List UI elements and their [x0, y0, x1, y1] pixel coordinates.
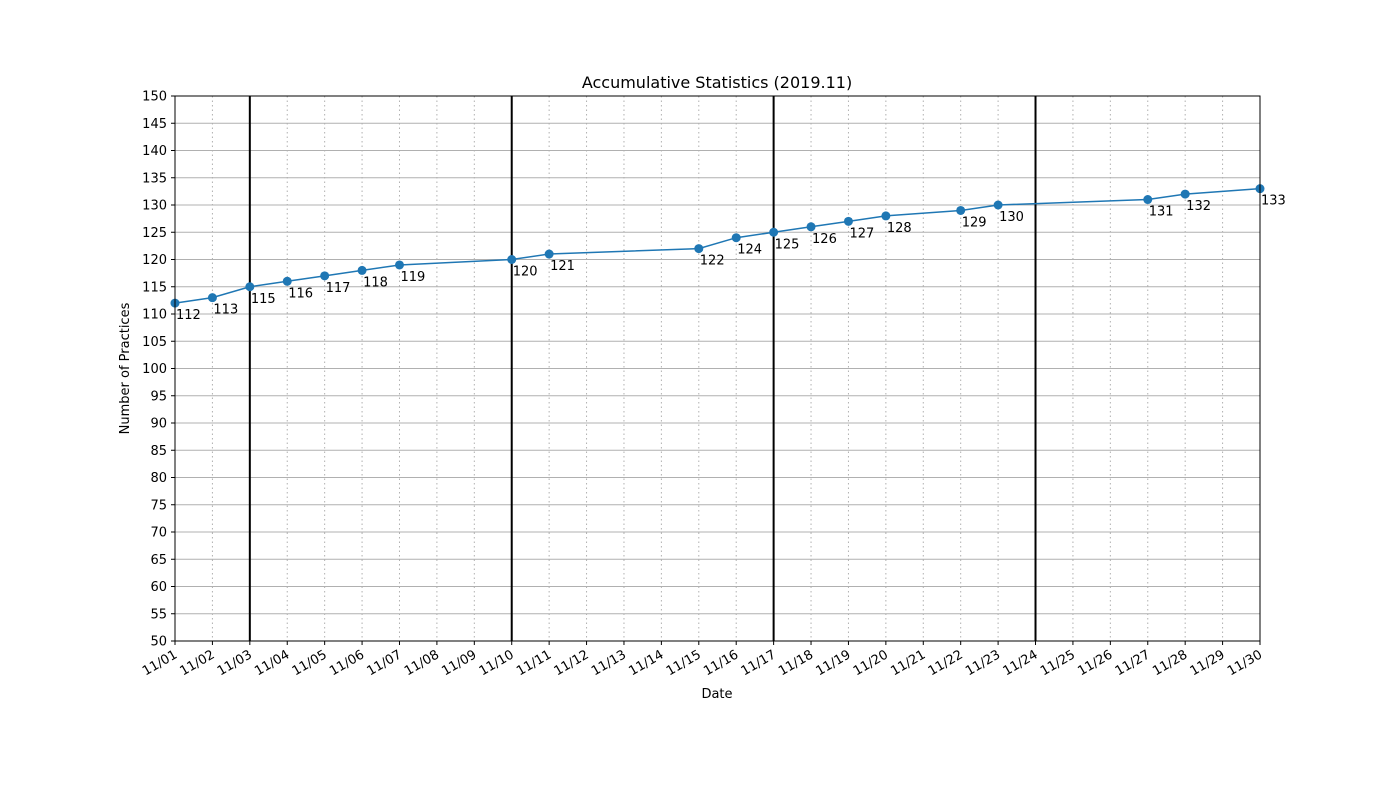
data-point [843, 216, 853, 226]
data-labels: 112 113 115 116 117 118 119 120 121 122 124 125 126 1… [176, 194, 1286, 323]
y-tick-label: 50 [150, 635, 167, 650]
data-point [207, 293, 217, 303]
y-tick-label: 125 [142, 226, 167, 241]
data-label: 117 [326, 281, 351, 296]
y-tick-label: 80 [150, 471, 167, 486]
y-tick-label: 130 [142, 199, 167, 214]
data-point [881, 211, 891, 221]
data-point [993, 200, 1003, 210]
y-tick-label: 60 [150, 580, 167, 595]
data-point [806, 222, 816, 232]
y-tick-label: 105 [142, 335, 167, 350]
chart-title: Accumulative Statistics (2019.11) [582, 73, 852, 92]
y-tick-label: 120 [142, 253, 167, 268]
data-label: 116 [288, 286, 313, 301]
data-label: 121 [550, 259, 575, 274]
y-tick-label: 135 [142, 171, 167, 186]
y-tick-label: 85 [150, 444, 167, 459]
data-point [731, 233, 741, 243]
data-label: 130 [999, 210, 1024, 225]
data-label: 125 [775, 237, 800, 252]
data-point [769, 227, 779, 237]
y-tick-label: 55 [150, 607, 167, 622]
data-label: 112 [176, 308, 201, 323]
data-point [320, 271, 330, 281]
data-label: 133 [1261, 194, 1286, 209]
data-label: 118 [363, 275, 388, 290]
data-label: 128 [887, 221, 912, 236]
data-point [245, 282, 255, 292]
y-tick-label: 95 [150, 389, 167, 404]
x-axis-label: Date [701, 687, 732, 702]
data-point [1180, 189, 1190, 199]
data-label: 119 [400, 270, 425, 285]
y-tick-label: 100 [142, 362, 167, 377]
data-label: 132 [1186, 199, 1211, 214]
series-layer [170, 184, 1265, 308]
data-point [544, 249, 554, 259]
data-point [507, 255, 517, 264]
y-tick-label: 65 [150, 553, 167, 568]
data-label: 126 [812, 232, 837, 247]
data-label: 129 [962, 215, 987, 230]
data-point [956, 205, 966, 215]
data-label: 122 [700, 254, 725, 269]
grid [174, 95, 1261, 642]
y-tick-label: 140 [142, 144, 167, 159]
y-tick-label: 110 [142, 308, 167, 323]
data-label: 127 [849, 226, 874, 241]
y-tick-label: 75 [150, 498, 167, 513]
data-point [394, 260, 404, 270]
y-tick-label: 145 [142, 117, 167, 132]
y-tick-label: 90 [150, 417, 167, 432]
data-point [694, 244, 704, 254]
data-point [1143, 195, 1153, 205]
data-label: 113 [213, 303, 238, 318]
series-line [174, 187, 1261, 304]
y-tick-label: 115 [142, 280, 167, 295]
data-label: 115 [251, 292, 276, 307]
y-axis-label: Number of Practices [118, 302, 133, 434]
data-label: 131 [1149, 205, 1174, 220]
data-label: 124 [737, 243, 762, 258]
data-label: 120 [513, 265, 538, 280]
y-tick-label: 70 [150, 526, 167, 541]
week-boundaries [248, 96, 1037, 641]
data-point [282, 276, 292, 286]
y-tick-label: 150 [142, 90, 167, 105]
data-point [357, 265, 367, 275]
